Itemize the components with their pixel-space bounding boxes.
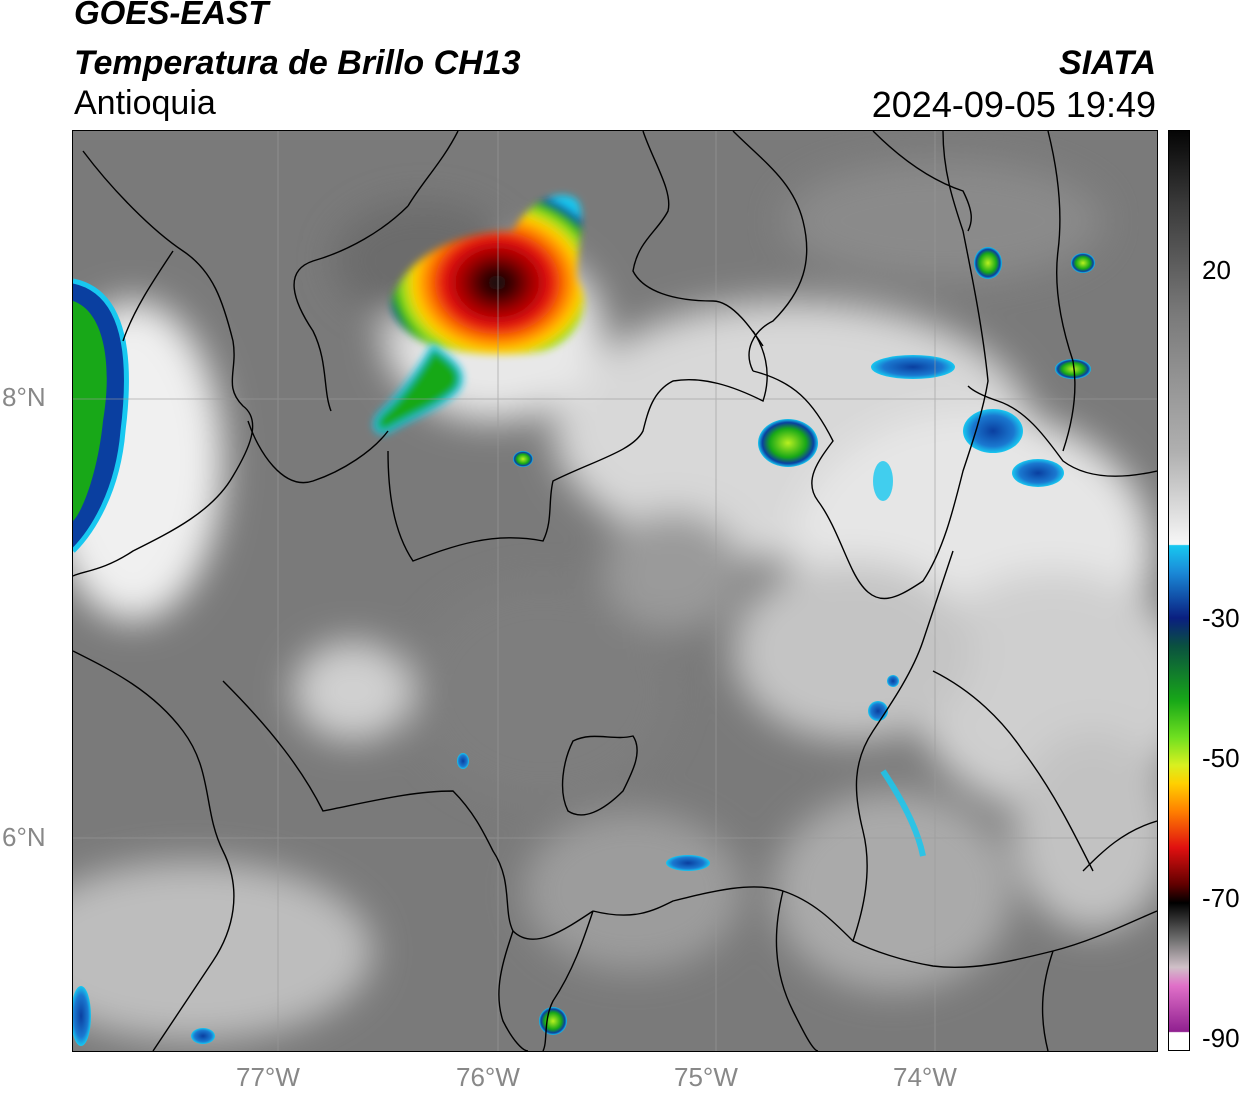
storm-core bbox=[391, 195, 584, 355]
lon-label-76W: 76°W bbox=[456, 1062, 520, 1092]
organization-label: SIATA bbox=[1059, 44, 1156, 82]
colorbar-svg bbox=[1169, 131, 1189, 1050]
colorbar-tick-20: 20 bbox=[1202, 255, 1231, 285]
graticule bbox=[73, 131, 1157, 1051]
lon-label-75W: 75°W bbox=[674, 1062, 738, 1092]
timestamp-label: 2024-09-05 19:49 bbox=[871, 84, 1156, 125]
satellite-map bbox=[72, 130, 1158, 1052]
colorbar bbox=[1168, 130, 1190, 1051]
colorbar-tick-minus50: -50 bbox=[1202, 743, 1240, 773]
colorbar-tick-minus90: -90 bbox=[1202, 1023, 1240, 1053]
lon-label-77W: 77°W bbox=[236, 1062, 300, 1092]
satellite-title: GOES-EAST bbox=[74, 0, 269, 31]
map-svg bbox=[73, 131, 1157, 1051]
colorbar-tick-minus30: -30 bbox=[1202, 603, 1240, 633]
product-title: Temperatura de Brillo CH13 bbox=[74, 44, 521, 82]
lat-label-8N: 8°N bbox=[2, 382, 46, 412]
colorbar-tick-minus70: -70 bbox=[1202, 883, 1240, 913]
lat-label-6N: 6°N bbox=[2, 822, 46, 852]
lon-label-74W: 74°W bbox=[893, 1062, 957, 1092]
admin-boundaries bbox=[73, 131, 1157, 1051]
region-label: Antioquia bbox=[74, 84, 216, 122]
cloud-texture bbox=[73, 161, 1157, 1041]
